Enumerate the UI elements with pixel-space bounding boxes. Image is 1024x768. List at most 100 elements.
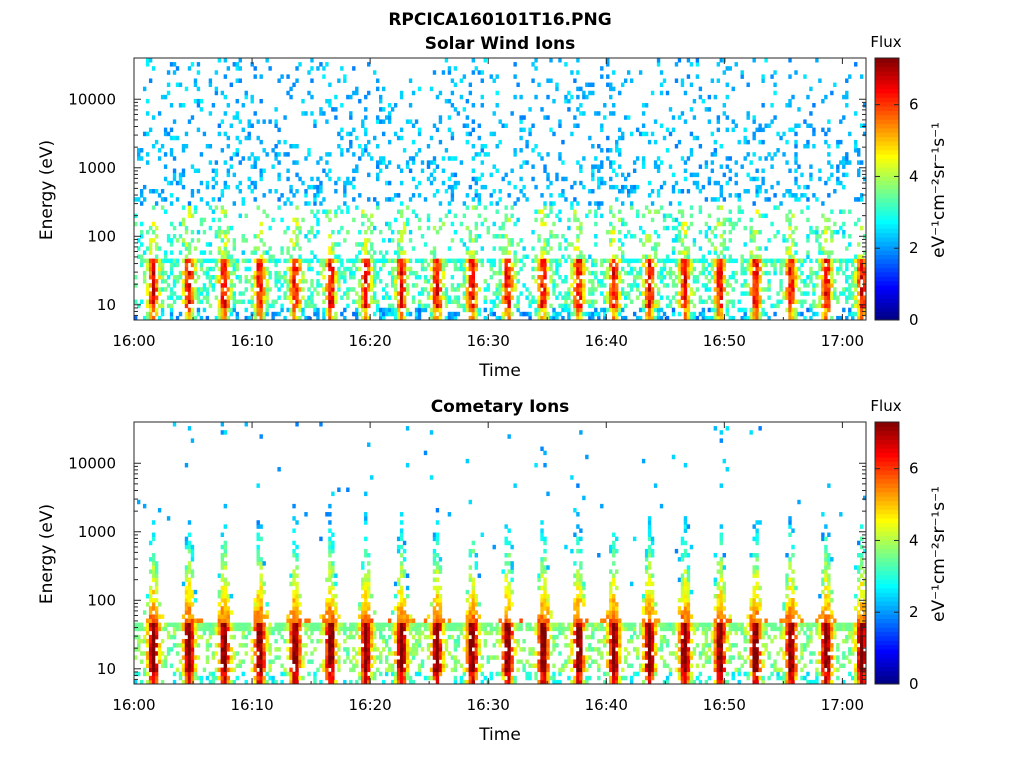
heatmap-cell	[677, 274, 682, 280]
heatmap-cell	[331, 246, 335, 251]
heatmap-cell	[286, 622, 290, 628]
heatmap-cell	[779, 279, 783, 284]
heatmap-cell	[322, 626, 326, 632]
heatmap-cell	[328, 671, 332, 677]
heatmap-cell	[259, 172, 263, 178]
heatmap-cell	[211, 679, 216, 685]
heatmap-cell	[151, 143, 156, 149]
heatmap-cell	[208, 143, 213, 149]
heatmap-cell	[393, 250, 398, 255]
heatmap-cell	[537, 295, 541, 300]
heatmap-cell	[172, 634, 177, 640]
heatmap-cell	[821, 258, 825, 264]
heatmap-cell	[824, 274, 828, 280]
heatmap-cell	[462, 74, 467, 79]
heatmap-cell	[809, 164, 813, 169]
heatmap-cell	[621, 221, 625, 227]
heatmap-cell	[600, 123, 604, 128]
heatmap-cell	[352, 217, 356, 223]
heatmap-cell	[325, 295, 329, 300]
heatmap-cell	[728, 66, 732, 71]
heatmap-cell	[325, 659, 329, 664]
heatmap-cell	[591, 291, 595, 296]
heatmap-cell	[175, 279, 180, 284]
heatmap-cell	[632, 168, 637, 174]
heatmap-cell	[474, 315, 478, 321]
heatmap-cell	[863, 103, 867, 108]
heatmap-cell	[812, 193, 816, 198]
heatmap-cell	[190, 553, 195, 558]
heatmap-cell	[842, 258, 846, 264]
heatmap-cell	[567, 98, 571, 104]
heatmap-cell	[495, 90, 499, 96]
heatmap-cell	[827, 262, 831, 268]
heatmap-cell	[328, 643, 332, 648]
heatmap-cell	[232, 291, 236, 296]
heatmap-cell	[358, 250, 362, 255]
heatmap-cell	[256, 246, 260, 251]
heatmap-cell	[325, 626, 329, 632]
heatmap-cell	[525, 160, 529, 165]
heatmap-cell	[650, 287, 655, 292]
heatmap-cell	[340, 274, 344, 280]
heatmap-cell	[803, 193, 807, 198]
heatmap-cell	[423, 242, 428, 247]
heatmap-cell	[187, 647, 192, 652]
heatmap-cell	[384, 221, 389, 227]
heatmap-cell	[659, 90, 664, 96]
heatmap-cell	[187, 287, 192, 292]
heatmap-cell	[256, 156, 260, 161]
heatmap-cell	[334, 311, 338, 317]
heatmap-cell	[322, 299, 326, 305]
heatmap-cell	[516, 303, 520, 309]
heatmap-cell	[253, 307, 257, 313]
heatmap-cell	[190, 671, 195, 677]
heatmap-cell	[752, 307, 756, 313]
heatmap-cell	[367, 62, 371, 67]
heatmap-cell	[247, 315, 251, 321]
heatmap-cell	[274, 283, 278, 288]
heatmap-cell	[148, 655, 153, 660]
heatmap-cell	[196, 98, 201, 104]
heatmap-cell	[465, 225, 470, 231]
heatmap-cell	[594, 111, 598, 116]
colorbar-tick-label: 4	[909, 167, 919, 185]
heatmap-cell	[184, 270, 189, 276]
heatmap-cell	[519, 135, 523, 141]
heatmap-cell	[629, 299, 634, 305]
heatmap-cell	[824, 287, 828, 292]
heatmap-cell	[686, 315, 691, 321]
heatmap-cell	[253, 626, 257, 632]
heatmap-cell	[274, 311, 278, 317]
colorbar-segment	[875, 189, 899, 194]
heatmap-cell	[659, 295, 664, 300]
heatmap-cell	[450, 90, 455, 96]
heatmap-cell	[262, 581, 266, 587]
heatmap-cell	[731, 86, 735, 92]
heatmap-cell	[653, 250, 658, 255]
heatmap-cell	[399, 291, 404, 296]
heatmap-cell	[220, 618, 225, 623]
heatmap-cell	[298, 266, 302, 272]
heatmap-cell	[495, 291, 499, 296]
heatmap-cell	[656, 189, 661, 194]
heatmap-cell	[214, 295, 219, 300]
heatmap-cell	[609, 205, 613, 210]
heatmap-cell	[265, 287, 269, 292]
heatmap-cell	[211, 283, 216, 288]
heatmap-cell	[292, 229, 296, 235]
heatmap-cell	[489, 307, 493, 313]
heatmap-cell	[863, 123, 867, 128]
heatmap-cell	[226, 274, 231, 280]
heatmap-cell	[178, 221, 183, 227]
heatmap-cell	[671, 270, 676, 276]
heatmap-cell	[184, 610, 189, 615]
heatmap-cell	[178, 311, 183, 317]
heatmap-cell	[612, 291, 616, 296]
heatmap-cell	[367, 250, 371, 255]
heatmap-cell	[818, 246, 822, 251]
heatmap-cell	[791, 279, 795, 284]
heatmap-cell	[743, 156, 747, 161]
heatmap-cell	[647, 311, 652, 317]
heatmap-cell	[181, 667, 186, 673]
